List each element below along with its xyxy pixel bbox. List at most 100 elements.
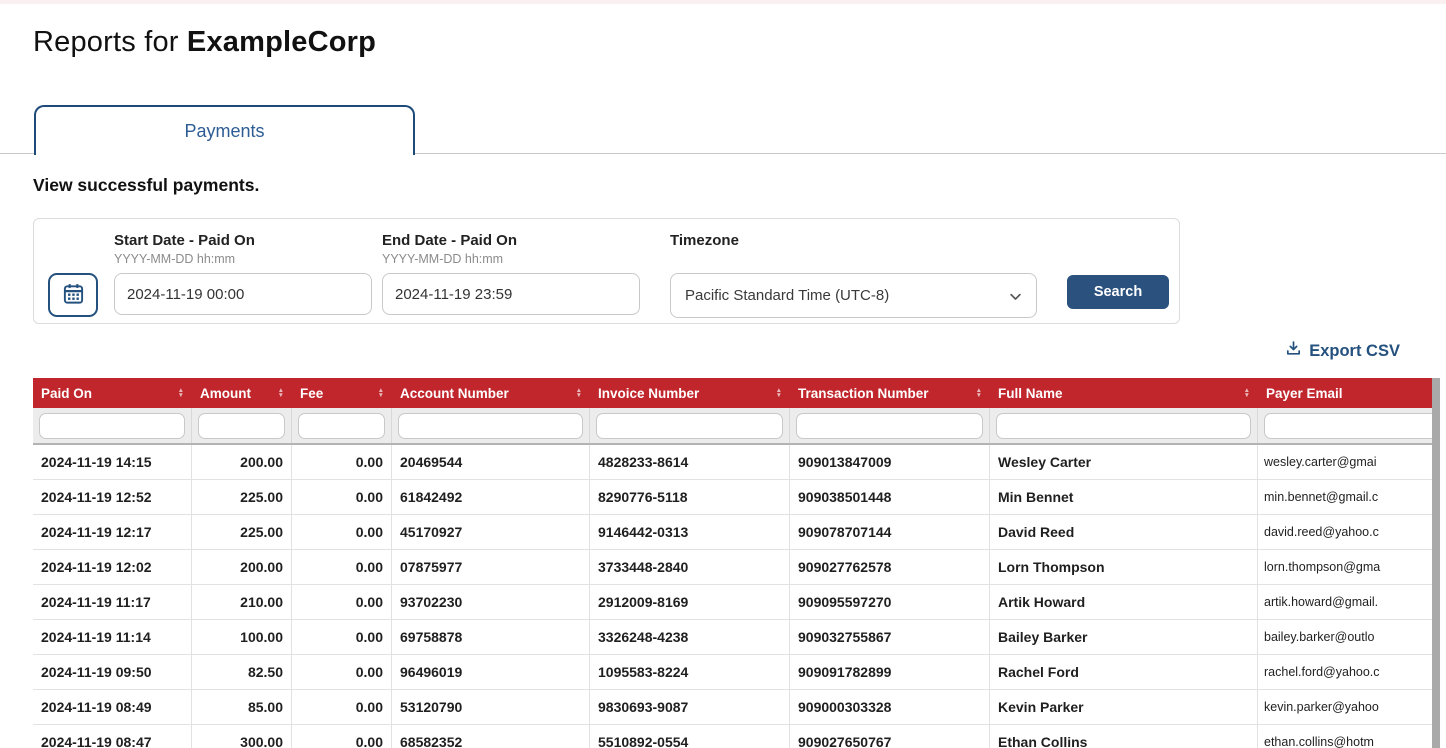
search-button[interactable]: Search [1067, 275, 1169, 309]
sort-icon: ▲ ▼ [277, 386, 284, 399]
table-row: 2024-11-19 11:14 100.00 0.00 69758878 332624… [33, 620, 1432, 655]
filter-input-full-name[interactable] [996, 412, 1251, 439]
filter-cell-full-name [990, 408, 1258, 443]
cell-transaction-number: 909095597270 [790, 585, 990, 619]
tab-payments[interactable]: Payments [34, 105, 415, 155]
cell-account-number: 69758878 [392, 620, 590, 654]
sort-icon: ▲ ▼ [1243, 386, 1250, 399]
cell-invoice-number: 8290776-5118 [590, 480, 790, 514]
cell-fee: 0.00 [292, 550, 392, 584]
top-accent-strip [0, 0, 1446, 4]
cell-amount: 82.50 [192, 655, 292, 689]
table-row: 2024-11-19 08:49 85.00 0.00 53120790 9830693… [33, 690, 1432, 725]
table-filter-row [33, 408, 1432, 445]
page-title-company: ExampleCorp [186, 26, 377, 58]
cell-account-number: 96496019 [392, 655, 590, 689]
cell-full-name: Min Bennet [990, 480, 1258, 514]
column-header-invoice-number[interactable]: Invoice Number ▲ ▼ [590, 378, 790, 408]
scrollbar-thumb[interactable] [1432, 378, 1440, 748]
tab-payments-label: Payments [184, 120, 265, 141]
payments-table: Paid On ▲ ▼ Amount ▲ ▼ Fee ▲ ▼ Account Number ▲ ▼ In… [33, 378, 1440, 748]
cell-full-name: Wesley Carter [990, 445, 1258, 479]
cell-account-number: 93702230 [392, 585, 590, 619]
sort-icon: ▲ ▼ [177, 386, 184, 399]
column-header-label: Payer Email [1266, 385, 1343, 401]
start-date-label: Start Date - Paid On [114, 232, 255, 249]
cell-invoice-number: 9830693-9087 [590, 690, 790, 724]
column-header-account-number[interactable]: Account Number ▲ ▼ [392, 378, 590, 408]
export-csv-label: Export CSV [1309, 341, 1400, 360]
cell-paid-on: 2024-11-19 12:52 [33, 480, 192, 514]
cell-amount: 200.00 [192, 550, 292, 584]
cell-full-name: Kevin Parker [990, 690, 1258, 724]
filter-input-transaction-number[interactable] [796, 412, 983, 439]
filter-cell-fee [292, 408, 392, 443]
cell-fee: 0.00 [292, 655, 392, 689]
table-row: 2024-11-19 12:17 225.00 0.00 45170927 914644… [33, 515, 1432, 550]
cell-account-number: 61842492 [392, 480, 590, 514]
cell-paid-on: 2024-11-19 12:02 [33, 550, 192, 584]
timezone-select[interactable]: Pacific Standard Time (UTC-8) [670, 273, 1037, 318]
cell-payer-email: rachel.ford@yahoo.c [1264, 665, 1380, 679]
cell-paid-on: 2024-11-19 08:47 [33, 725, 192, 748]
cell-account-number: 53120790 [392, 690, 590, 724]
cell-amount: 100.00 [192, 620, 292, 654]
column-header-label: Full Name [998, 385, 1063, 401]
table-row: 2024-11-19 12:02 200.00 0.00 07875977 373344… [33, 550, 1432, 585]
cell-paid-on: 2024-11-19 11:14 [33, 620, 192, 654]
calendar-picker-button[interactable] [48, 273, 98, 317]
cell-account-number: 68582352 [392, 725, 590, 748]
filter-input-amount[interactable] [198, 412, 285, 439]
cell-payer-email: lorn.thompson@gma [1264, 560, 1381, 574]
cell-invoice-number: 3733448-2840 [590, 550, 790, 584]
cell-transaction-number: 909000303328 [790, 690, 990, 724]
filter-input-fee[interactable] [298, 412, 385, 439]
cell-paid-on: 2024-11-19 09:50 [33, 655, 192, 689]
cell-full-name: Ethan Collins [990, 725, 1258, 748]
end-date-input[interactable] [382, 273, 640, 315]
column-header-label: Fee [300, 385, 324, 401]
column-header-amount[interactable]: Amount ▲ ▼ [192, 378, 292, 408]
vertical-scrollbar[interactable] [1432, 378, 1440, 748]
column-header-payer-email[interactable]: Payer Email▲▼ [1258, 378, 1432, 408]
cell-transaction-number: 909027650767 [790, 725, 990, 748]
filter-cell-account-number [392, 408, 590, 443]
sort-icon: ▲ ▼ [575, 386, 582, 399]
cell-paid-on: 2024-11-19 11:17 [33, 585, 192, 619]
cell-payer-email: bailey.barker@outlo [1264, 630, 1375, 644]
download-icon [1285, 340, 1302, 362]
filter-cell-paid-on [33, 408, 192, 443]
cell-transaction-number: 909032755867 [790, 620, 990, 654]
page-title-prefix: Reports for [33, 26, 187, 58]
column-header-fee[interactable]: Fee ▲ ▼ [292, 378, 392, 408]
filter-cell-amount [192, 408, 292, 443]
column-header-paid-on[interactable]: Paid On ▲ ▼ [33, 378, 192, 408]
column-header-full-name[interactable]: Full Name ▲ ▼ [990, 378, 1258, 408]
table-row: 2024-11-19 08:47 300.00 0.00 68582352 551089… [33, 725, 1432, 748]
cell-fee: 0.00 [292, 445, 392, 479]
filter-cell-payer-email [1258, 408, 1432, 443]
start-date-group: Start Date - Paid On YYYY-MM-DD hh:mm [114, 232, 372, 315]
cell-payer-email: ethan.collins@hotm [1264, 735, 1374, 748]
timezone-group: Timezone Pacific Standard Time (UTC-8) [670, 232, 1037, 318]
filter-input-paid-on[interactable] [39, 412, 185, 439]
filter-input-invoice-number[interactable] [596, 412, 783, 439]
cell-payer-email: wesley.carter@gmai [1264, 455, 1377, 469]
table-header-row: Paid On ▲ ▼ Amount ▲ ▼ Fee ▲ ▼ Account Number ▲ ▼ In… [33, 378, 1432, 408]
column-header-label: Transaction Number [798, 385, 929, 401]
filter-input-payer-email[interactable] [1264, 412, 1432, 439]
timezone-label: Timezone [670, 232, 739, 249]
export-csv-link[interactable]: Export CSV [1285, 340, 1400, 362]
filter-input-account-number[interactable] [398, 412, 583, 439]
sort-icon: ▲ ▼ [377, 386, 384, 399]
end-date-group: End Date - Paid On YYYY-MM-DD hh:mm [382, 232, 640, 315]
column-header-transaction-number[interactable]: Transaction Number ▲ ▼ [790, 378, 990, 408]
start-date-format-hint: YYYY-MM-DD hh:mm [114, 252, 236, 266]
cell-account-number: 45170927 [392, 515, 590, 549]
sort-icon: ▲ ▼ [775, 386, 782, 399]
cell-paid-on: 2024-11-19 08:49 [33, 690, 192, 724]
cell-transaction-number: 909027762578 [790, 550, 990, 584]
cell-invoice-number: 9146442-0313 [590, 515, 790, 549]
cell-full-name: Rachel Ford [990, 655, 1258, 689]
start-date-input[interactable] [114, 273, 372, 315]
